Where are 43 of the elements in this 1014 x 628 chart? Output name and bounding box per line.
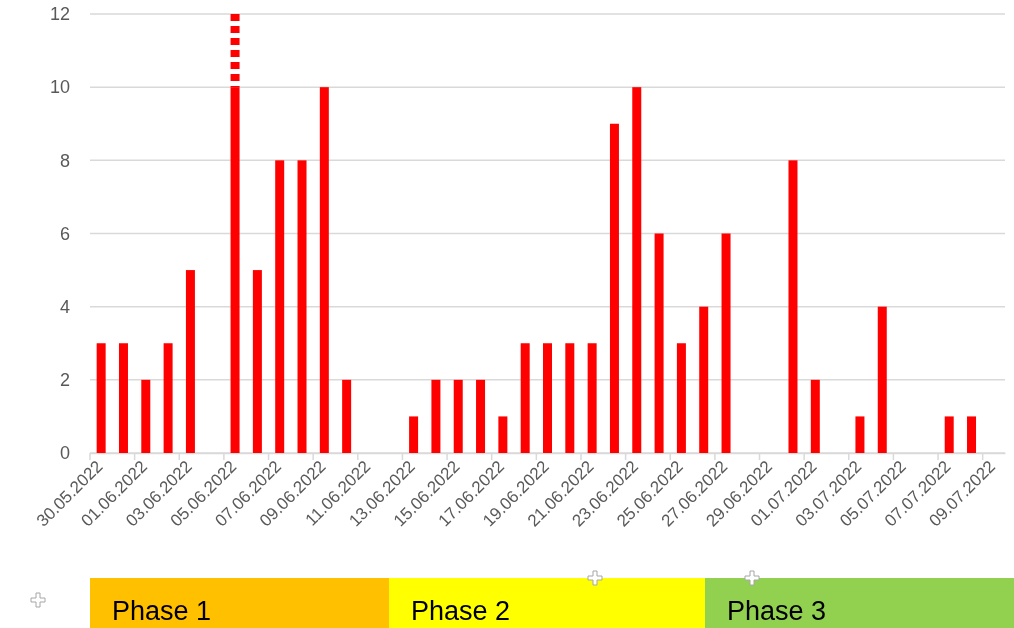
y-tick-label: 6 xyxy=(59,223,70,244)
bar xyxy=(230,14,240,88)
bar xyxy=(520,343,530,453)
bar xyxy=(676,343,686,453)
bar xyxy=(453,379,463,453)
bar xyxy=(877,306,887,453)
bar xyxy=(252,270,262,453)
bar xyxy=(699,306,709,453)
y-tick-label: 4 xyxy=(59,296,70,317)
bar xyxy=(431,379,441,453)
bar xyxy=(543,343,552,453)
bar xyxy=(788,160,798,453)
bar xyxy=(275,160,285,453)
bar xyxy=(855,416,865,453)
bar xyxy=(409,416,419,453)
bar xyxy=(297,160,307,453)
bar xyxy=(565,343,575,453)
y-tick-label: 0 xyxy=(59,443,70,464)
bar xyxy=(342,379,352,453)
text: Phase 3 xyxy=(727,596,827,626)
bar xyxy=(319,87,329,453)
text: Phase 2 xyxy=(411,596,511,626)
bar xyxy=(96,343,106,453)
y-tick-label: 2 xyxy=(59,370,70,391)
bar xyxy=(476,379,486,453)
bar xyxy=(654,233,664,453)
bar xyxy=(721,233,731,453)
y-tick-label: 8 xyxy=(59,150,70,171)
bar xyxy=(230,87,240,453)
bar xyxy=(632,87,642,453)
bar xyxy=(944,416,954,453)
bar xyxy=(163,343,173,453)
y-tick-label: 12 xyxy=(49,4,70,25)
bar xyxy=(609,123,619,453)
bar xyxy=(118,343,128,453)
bar xyxy=(810,379,820,453)
bar xyxy=(141,379,151,453)
bar xyxy=(967,416,977,453)
bar xyxy=(185,270,195,453)
y-tick-label: 10 xyxy=(49,77,70,98)
bar xyxy=(498,416,508,453)
bar xyxy=(587,343,597,453)
text: Phase 1 xyxy=(112,596,212,626)
